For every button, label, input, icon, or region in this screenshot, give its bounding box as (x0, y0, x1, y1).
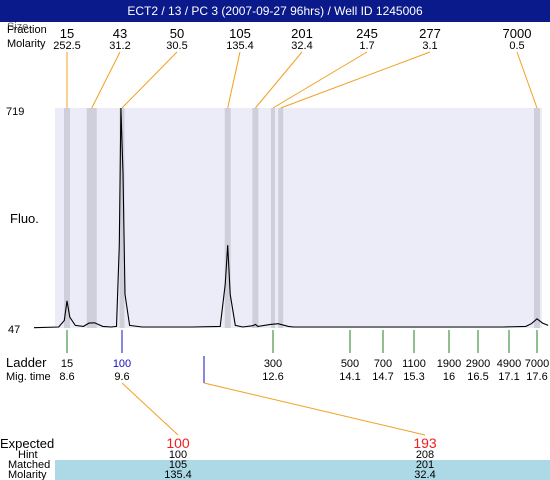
hint-value: 100 (169, 449, 187, 461)
ladder-time-label: 15.3 (403, 371, 424, 383)
y-min-label: 47 (8, 324, 20, 336)
ladder-time-label: 8.6 (59, 371, 74, 383)
ladder-time-label: 12.6 (262, 371, 283, 383)
ladder-size-label: 100 (113, 358, 131, 370)
ladder-time-label: 16 (443, 371, 455, 383)
peak-band (224, 108, 231, 328)
ladder-time-label: 17.1 (498, 371, 519, 383)
peak-size-label: 201 (291, 26, 313, 41)
ladder-size-label: 1900 (437, 358, 461, 370)
peak-connector (516, 51, 538, 109)
matched-row-bg (55, 460, 550, 480)
ladder-size-label: 500 (341, 358, 359, 370)
peak-band (252, 108, 259, 328)
peak-size-label: 7000 (503, 26, 532, 41)
ladder-size-label: 4900 (497, 358, 521, 370)
peak-connector (280, 51, 431, 109)
expected-value: 100 (166, 435, 190, 451)
expected-connector (203, 382, 426, 436)
peak-molarity-label: 32.4 (291, 40, 312, 52)
peak-connector (254, 51, 303, 109)
molarity-value: 32.4 (414, 469, 435, 480)
peak-molarity-label: 0.5 (509, 40, 524, 52)
expected-value: 193 (413, 435, 437, 451)
mig-time-label: Mig. time (6, 371, 51, 383)
matched-value: 201 (416, 459, 434, 471)
hint-label: Hint (18, 449, 38, 461)
peak-molarity-label: 3.1 (422, 40, 437, 52)
peak-band (271, 108, 275, 328)
peak-connector (272, 51, 368, 109)
peak-band (64, 108, 70, 328)
ladder-time-label: 14.7 (372, 371, 393, 383)
ladder-size-label: 300 (264, 358, 282, 370)
peak-molarity-label: 252.5 (53, 40, 81, 52)
expected-label: Expected (0, 436, 54, 451)
peak-size-label: 245 (356, 26, 378, 41)
peak-connector (121, 51, 178, 109)
peak-size-label: 43 (113, 26, 127, 41)
peak-band (534, 108, 540, 328)
peak-size-label: 50 (170, 26, 184, 41)
y-axis-title: Fluo. (10, 211, 39, 226)
matched-value: 105 (169, 459, 187, 471)
ladder-label: Ladder (6, 355, 47, 370)
ladder-size-label: 1100 (402, 358, 426, 370)
header-size-label: Size (7, 21, 28, 33)
peak-molarity-label: 1.7 (359, 40, 374, 52)
ladder-size-label: 2900 (466, 358, 490, 370)
ladder-size-label: 7000 (525, 358, 549, 370)
hint-value: 208 (416, 449, 434, 461)
plot-area (55, 108, 542, 328)
fluorescence-trace (33, 107, 549, 329)
matched-label: Matched (8, 459, 50, 471)
peak-molarity-label: 135.4 (226, 40, 254, 52)
peak-size-label: 277 (419, 26, 441, 41)
peak-molarity-label: 30.5 (166, 40, 187, 52)
ladder-time-label: 17.6 (526, 371, 547, 383)
peak-bands (64, 108, 540, 328)
y-max-label: 719 (6, 106, 24, 118)
title-bar: ECT2 / 13 / PC 3 (2007-09-27 96hrs) / We… (0, 0, 550, 22)
peak-connector (227, 51, 241, 109)
ladder-time-label: 14.1 (339, 371, 360, 383)
header-molarity-label: Molarity (7, 38, 46, 50)
peak-band (119, 108, 125, 328)
molarity-value: 135.4 (164, 469, 192, 480)
ladder-time-label: 16.5 (467, 371, 488, 383)
expected-connector (121, 382, 179, 436)
ladder-time-label: 9.6 (114, 371, 129, 383)
peak-molarity-label: 31.2 (109, 40, 130, 52)
peak-band (86, 108, 97, 328)
molarity-label: Molarity (8, 469, 47, 480)
peak-band (278, 108, 284, 328)
header-fraction-label: Fraction (7, 24, 47, 36)
ladder-size-label: 700 (374, 358, 392, 370)
ladder-size-label: 15 (61, 358, 73, 370)
peak-connector (91, 51, 121, 109)
peak-size-label: 15 (60, 26, 74, 41)
peak-size-label: 105 (229, 26, 251, 41)
peak-connectors (66, 51, 538, 109)
